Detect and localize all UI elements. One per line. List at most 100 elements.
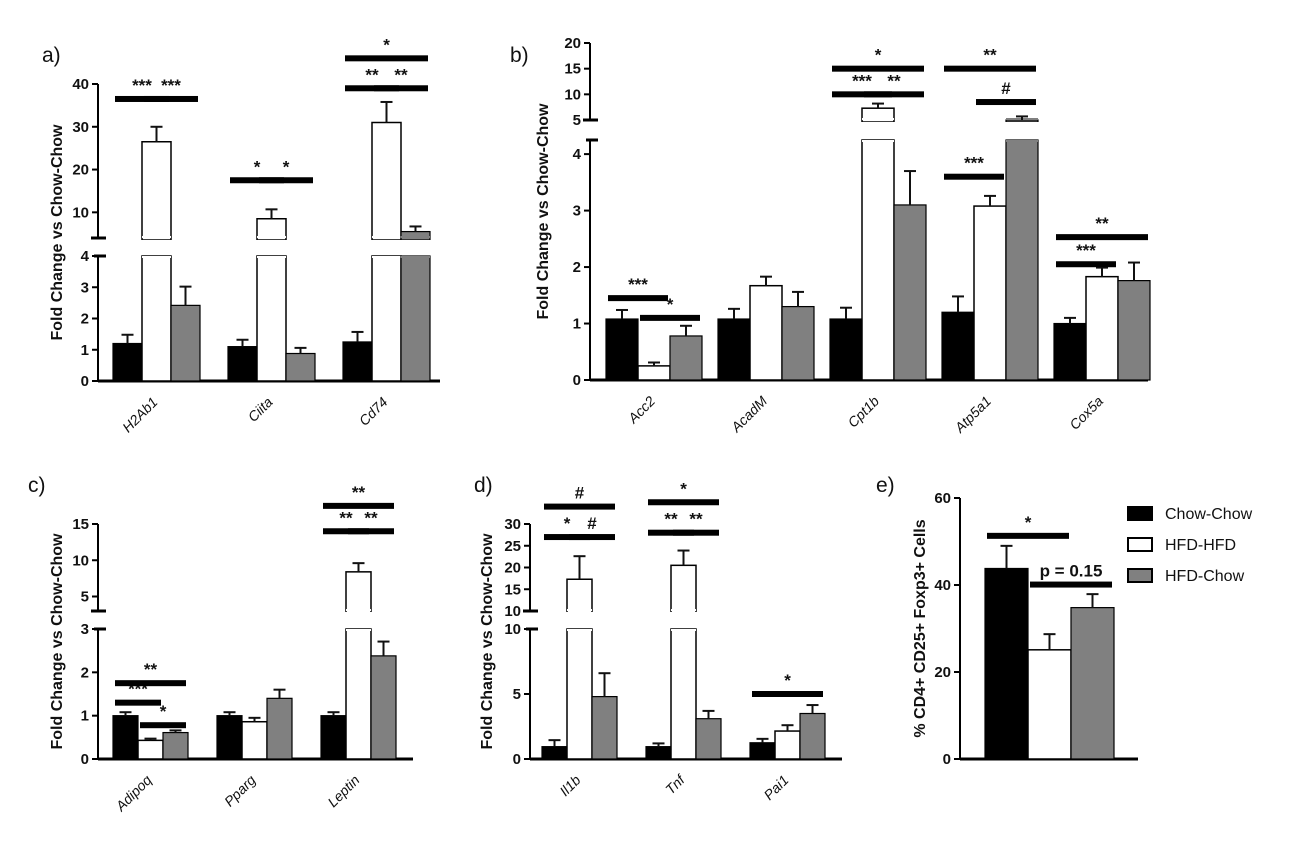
x-tick-label: Adipoq	[112, 772, 155, 815]
bar	[566, 578, 593, 614]
significance-bar	[348, 528, 394, 535]
y-tick-label: 15	[564, 61, 581, 78]
bar-break-edge	[671, 609, 696, 611]
y-tick-label: 15	[72, 516, 89, 533]
bar-break-edge	[142, 256, 171, 258]
significance-bar	[323, 502, 394, 509]
significance-label: #	[587, 514, 597, 533]
panel-label: d)	[474, 474, 493, 497]
y-tick-label: 2	[573, 259, 581, 276]
significance-label: *	[1025, 513, 1032, 532]
bar	[266, 697, 293, 760]
y-tick-label: 5	[573, 112, 581, 129]
x-tick-label: Pai1	[760, 772, 791, 803]
significance-bar	[144, 95, 198, 102]
bar	[695, 718, 722, 760]
bar	[345, 571, 372, 614]
y-tick-label: 4	[81, 248, 90, 265]
significance-label: **	[1095, 214, 1109, 233]
bar	[1027, 649, 1072, 760]
significance-bar	[115, 680, 186, 687]
significance-label: ***	[1076, 241, 1096, 260]
x-tick-label: Tnf	[662, 770, 689, 797]
bar	[1085, 275, 1119, 381]
significance-label: **	[689, 510, 703, 529]
panel-c: c) Fold Change vs Chow-Chow 0 1 2 3 5 10 15 Adipo…	[28, 474, 413, 815]
bar	[799, 712, 826, 760]
y-tick-label: 40	[934, 577, 951, 594]
x-tick-label: Il1b	[556, 772, 583, 799]
bar	[400, 255, 431, 382]
significance-bar	[1056, 261, 1116, 268]
x-tick-label: Pparg	[221, 772, 259, 810]
bar	[893, 204, 927, 381]
significance-bar	[374, 85, 428, 92]
significance-label: *	[875, 46, 882, 65]
y-tick-label: 10	[504, 603, 521, 620]
y-tick-label: 1	[573, 316, 581, 333]
y-tick-label: 0	[81, 373, 89, 390]
axis-break-gap	[255, 240, 288, 254]
significance-bar	[259, 177, 313, 184]
x-tick-label: Cpt1b	[844, 393, 882, 431]
y-tick-label: 20	[564, 35, 581, 52]
significance-bar	[832, 91, 892, 98]
significance-bar	[832, 65, 924, 72]
y-tick-label: 15	[504, 581, 521, 598]
significance-label: *	[160, 702, 167, 721]
significance-bar	[944, 65, 1036, 72]
y-tick-label: 0	[513, 751, 521, 768]
y-tick-label: 0	[573, 372, 581, 389]
legend-label: Chow-Chow	[1165, 506, 1253, 523]
bar-break-edge	[567, 609, 592, 611]
significance-bar	[640, 314, 700, 321]
bar	[400, 230, 431, 241]
bar	[717, 318, 751, 381]
y-tick-label: 4	[573, 146, 582, 163]
bar-break-edge	[257, 256, 286, 258]
bar	[1117, 280, 1151, 381]
panel-label: b)	[510, 44, 529, 67]
y-tick-label: 30	[72, 119, 89, 136]
legend-swatch	[1127, 506, 1153, 521]
panel-a: a) Fold Change vs Chow-Chow 0 1 2 3 4 10 20 30 40 H…	[42, 35, 440, 435]
legend: Chow-Chow HFD-HFD HFD-Chow	[1127, 506, 1253, 585]
axis-break-gap	[669, 612, 698, 628]
significance-bar	[752, 691, 823, 697]
panel-label: e)	[876, 474, 895, 497]
bar	[227, 346, 258, 382]
axis-break-gap	[1004, 122, 1040, 138]
y-tick-label: 3	[573, 203, 581, 220]
bar	[541, 746, 568, 760]
significance-label: ***	[964, 154, 984, 173]
significance-label: #	[1001, 79, 1011, 98]
significance-label: *	[564, 514, 571, 533]
bar	[1005, 139, 1039, 381]
significance-label: *	[254, 157, 261, 176]
bar-break-edge	[862, 118, 894, 120]
significance-bar	[987, 532, 1069, 539]
bar	[342, 341, 373, 382]
bar	[112, 342, 143, 382]
y-axis-label: Fold Change vs Chow-Chow	[49, 124, 66, 341]
y-tick-label: 1	[81, 708, 89, 725]
bar-break-edge	[372, 236, 401, 238]
bar-break-edge	[671, 629, 696, 631]
bar	[162, 731, 189, 760]
x-tick-label: Acc2	[624, 393, 658, 427]
legend-swatch	[1127, 537, 1153, 552]
significance-label: **	[887, 71, 901, 90]
significance-label: ***	[628, 275, 648, 294]
bar	[566, 628, 593, 760]
bar-break-edge	[401, 256, 430, 258]
bar	[345, 628, 372, 760]
bar	[112, 715, 139, 760]
significance-bar	[140, 722, 186, 729]
y-tick-label: 0	[943, 751, 951, 768]
significance-bar	[115, 699, 161, 706]
bar	[781, 305, 815, 381]
x-tick-label: Atp5a1	[951, 393, 994, 436]
significance-bar	[608, 295, 668, 302]
bar	[141, 141, 172, 241]
